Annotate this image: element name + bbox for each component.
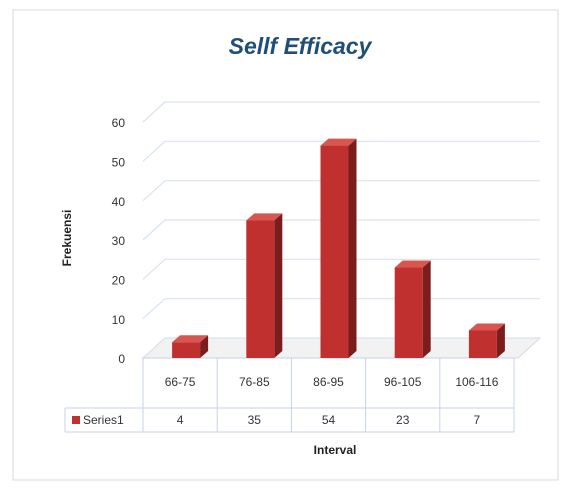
bar-top — [246, 213, 283, 221]
y-tick-label: 0 — [118, 352, 125, 366]
legend-key — [72, 416, 80, 424]
table-value: 54 — [322, 413, 336, 427]
x-tick-label: 96-105 — [384, 375, 422, 389]
bar-side — [496, 323, 505, 358]
bar-top — [468, 323, 505, 331]
table-value: 7 — [474, 413, 481, 427]
y-tick-label: 60 — [112, 116, 126, 130]
legend-label: Series1 — [83, 413, 124, 427]
bar-side — [200, 335, 209, 358]
bar — [246, 220, 275, 358]
chart-border — [12, 9, 559, 481]
y-tick-label: 20 — [112, 274, 126, 288]
grid-line — [142, 140, 540, 162]
bar — [320, 145, 349, 358]
table-value: 35 — [248, 413, 262, 427]
table-value: 4 — [177, 413, 184, 427]
x-tick-label: 86-95 — [313, 375, 344, 389]
y-tick-label: 30 — [112, 234, 126, 248]
bar-side — [348, 138, 357, 358]
chart-title: Sellf Efficacy — [229, 33, 373, 59]
bar-side — [422, 260, 431, 358]
x-axis-label: Interval — [314, 443, 357, 457]
y-axis-label: Frekuensi — [60, 210, 74, 267]
grid-line — [142, 258, 540, 280]
grid-line — [142, 219, 540, 241]
bar-top — [172, 335, 209, 343]
bar — [394, 267, 423, 358]
bar — [468, 330, 497, 358]
y-tick-label: 10 — [112, 313, 126, 327]
x-tick-label: 106-116 — [455, 375, 498, 389]
bar-top — [394, 260, 431, 268]
x-tick-label: 76-85 — [239, 375, 270, 389]
bar-side — [274, 213, 283, 358]
table-value: 23 — [396, 413, 410, 427]
x-tick-label: 66-75 — [165, 375, 196, 389]
y-tick-label: 50 — [112, 156, 126, 170]
grid-line — [142, 101, 540, 123]
grid-line — [142, 180, 540, 202]
y-tick-label: 40 — [112, 195, 126, 209]
bar — [172, 342, 201, 358]
bar-top — [320, 138, 357, 146]
